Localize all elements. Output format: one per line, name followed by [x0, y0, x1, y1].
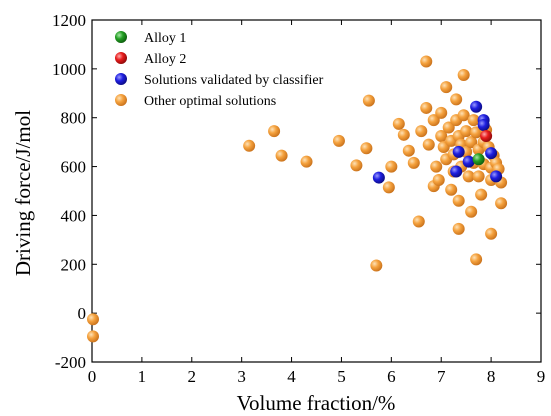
y-tick-label: 600: [61, 158, 87, 177]
point-other-optimal-solutions: [495, 197, 508, 210]
legend-marker-alloy-1: [115, 31, 127, 43]
point-other-optimal-solutions: [415, 125, 428, 138]
point-other-optimal-solutions: [440, 81, 453, 94]
y-tick-label: -200: [55, 353, 86, 372]
legend-marker-alloy-2: [115, 52, 127, 64]
point-other-optimal-solutions: [457, 109, 470, 122]
point-other-optimal-solutions: [275, 149, 288, 162]
point-other-optimal-solutions: [485, 227, 498, 240]
x-axis-title: Volume fraction/%: [237, 391, 396, 415]
x-axis-ticks: 0 1 2 3 4 5 6 7 8 9: [88, 20, 546, 386]
point-other-optimal-solutions: [86, 330, 99, 343]
y-tick-label: 1200: [52, 11, 86, 30]
point-other-optimal-solutions: [332, 134, 345, 147]
point-other-optimal-solutions: [462, 170, 475, 183]
point-other-optimal-solutions: [350, 159, 363, 172]
point-other-optimal-solutions: [475, 188, 488, 201]
point-other-optimal-solutions: [465, 136, 478, 149]
legend-label-alloy-2: Alloy 2: [144, 52, 186, 67]
point-other-optimal-solutions: [422, 138, 435, 151]
x-tick-label: 1: [138, 367, 147, 386]
y-tick-label: 1000: [52, 60, 86, 79]
y-tick-label: 200: [61, 255, 87, 274]
point-other-optimal-solutions: [86, 313, 99, 326]
y-axis-title: Driving force/J/mol: [11, 110, 35, 276]
legend-label-solutions-validated-by-classifier: Solutions validated by classifier: [144, 73, 324, 88]
point-solutions-validated-by-classifier: [490, 170, 503, 183]
point-alloy-2: [480, 130, 493, 143]
y-axis-ticks: -200 0 200 400 600 800 1000 1200: [52, 11, 541, 372]
y-tick-label: 0: [78, 304, 87, 323]
point-other-optimal-solutions: [412, 215, 425, 228]
point-solutions-validated-by-classifier: [450, 165, 463, 178]
point-other-optimal-solutions: [243, 139, 256, 152]
point-other-optimal-solutions: [370, 259, 383, 272]
point-solutions-validated-by-classifier: [452, 145, 465, 158]
x-tick-label: 5: [337, 367, 346, 386]
point-other-optimal-solutions: [457, 68, 470, 81]
plot-frame: [91, 19, 542, 363]
point-other-optimal-solutions: [470, 253, 483, 266]
point-other-optimal-solutions: [420, 101, 433, 114]
legend-label-alloy-1: Alloy 1: [144, 31, 186, 46]
point-alloy-1: [472, 153, 485, 166]
legend-label-other-optimal-solutions: Other optimal solutions: [144, 94, 276, 109]
point-other-optimal-solutions: [472, 170, 485, 183]
point-other-optimal-solutions: [407, 156, 420, 169]
point-solutions-validated-by-classifier: [470, 100, 483, 113]
point-other-optimal-solutions: [452, 194, 465, 207]
point-other-optimal-solutions: [465, 205, 478, 218]
x-tick-label: 9: [537, 367, 546, 386]
data-points: [86, 55, 508, 343]
y-tick-label: 400: [61, 206, 87, 225]
point-other-optimal-solutions: [397, 128, 410, 141]
legend-marker-solutions-validated-by-classifier: [115, 73, 127, 85]
point-other-optimal-solutions: [420, 55, 433, 68]
point-other-optimal-solutions: [460, 125, 473, 138]
x-tick-label: 4: [287, 367, 296, 386]
point-other-optimal-solutions: [450, 93, 463, 106]
point-solutions-validated-by-classifier: [372, 171, 385, 184]
point-solutions-validated-by-classifier: [477, 119, 490, 132]
point-other-optimal-solutions: [452, 222, 465, 235]
point-other-optimal-solutions: [427, 114, 440, 127]
point-other-optimal-solutions: [445, 183, 458, 196]
point-other-optimal-solutions: [382, 181, 395, 194]
point-other-optimal-solutions: [362, 94, 375, 107]
point-other-optimal-solutions: [385, 160, 398, 173]
point-other-optimal-solutions: [467, 114, 480, 127]
point-solutions-validated-by-classifier: [462, 155, 475, 168]
legend: Alloy 1 Alloy 2 Solutions validated by cla…: [115, 31, 324, 109]
point-other-optimal-solutions: [435, 106, 448, 119]
x-tick-label: 8: [487, 367, 496, 386]
point-solutions-validated-by-classifier: [485, 147, 498, 160]
point-other-optimal-solutions: [430, 160, 443, 173]
point-other-optimal-solutions: [392, 117, 405, 130]
y-tick-label: 800: [61, 109, 87, 128]
x-tick-label: 2: [188, 367, 197, 386]
point-other-optimal-solutions: [360, 142, 373, 155]
point-other-optimal-solutions: [402, 144, 415, 157]
point-other-optimal-solutions: [435, 130, 448, 143]
x-tick-label: 7: [437, 367, 446, 386]
point-other-optimal-solutions: [268, 125, 281, 138]
x-tick-label: 6: [387, 367, 396, 386]
point-other-optimal-solutions: [442, 121, 455, 134]
point-other-optimal-solutions: [470, 126, 483, 139]
point-other-optimal-solutions: [300, 155, 313, 168]
x-tick-label: 0: [88, 367, 97, 386]
x-tick-label: 3: [237, 367, 246, 386]
point-other-optimal-solutions: [432, 174, 445, 187]
legend-marker-other-optimal-solutions: [115, 94, 127, 106]
